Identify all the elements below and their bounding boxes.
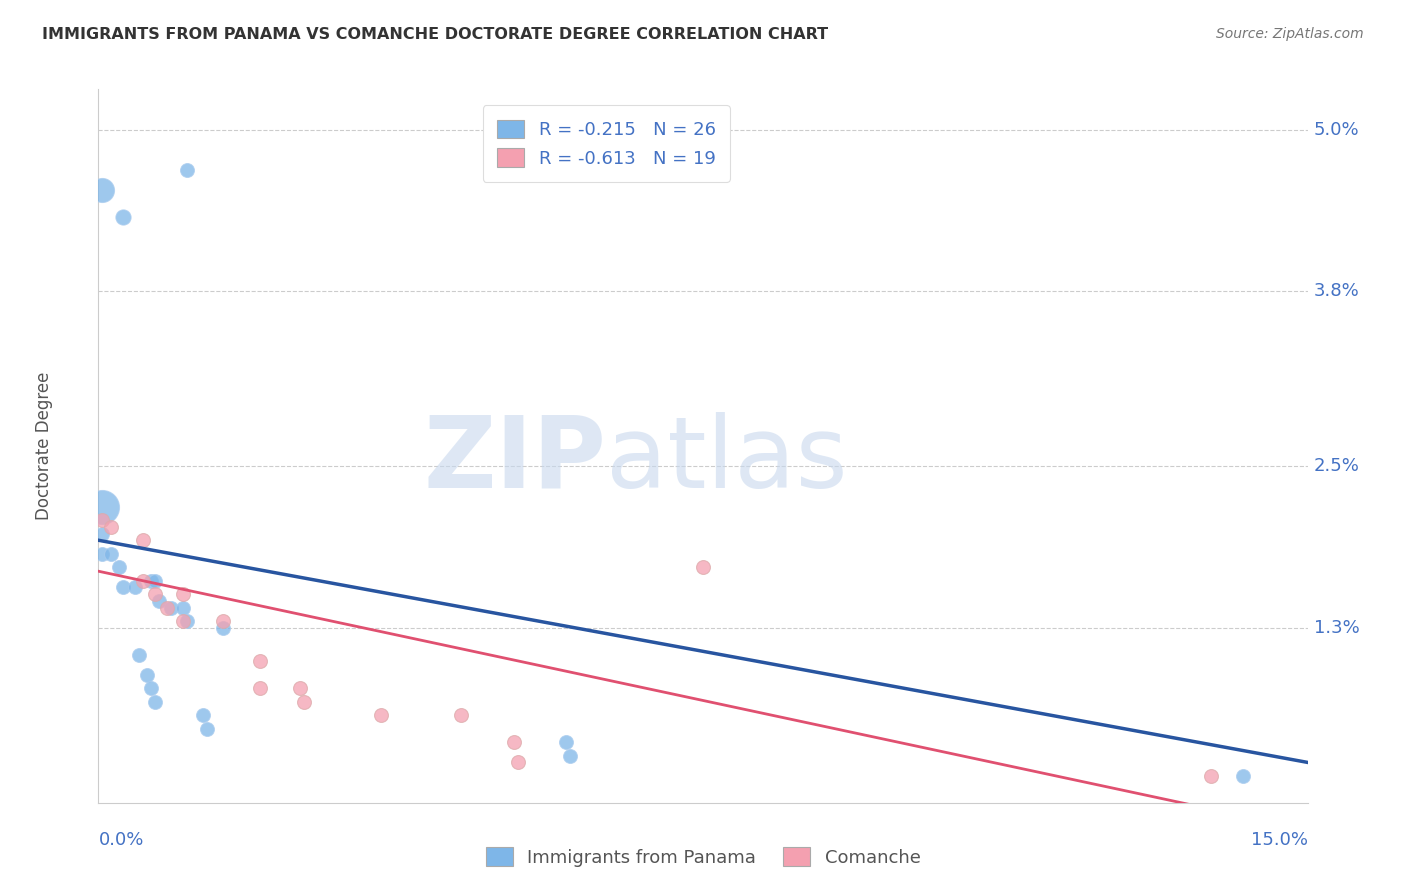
Point [156, 600, 179, 615]
Point [91, 526, 114, 541]
Legend: Immigrants from Panama, Comanche: Immigrants from Panama, Comanche [478, 840, 928, 874]
Point [111, 580, 134, 594]
Point [139, 681, 162, 696]
Point [148, 594, 170, 608]
Point [502, 735, 524, 749]
Point [91, 547, 114, 561]
Point [143, 574, 166, 588]
Point [370, 708, 392, 723]
Text: 5.0%: 5.0% [1313, 120, 1360, 138]
Point [100, 520, 122, 534]
Point [143, 587, 166, 601]
Point [176, 163, 198, 178]
Point [139, 574, 162, 588]
Point [292, 695, 315, 709]
Text: atlas: atlas [606, 412, 848, 508]
Text: IMMIGRANTS FROM PANAMA VS COMANCHE DOCTORATE DEGREE CORRELATION CHART: IMMIGRANTS FROM PANAMA VS COMANCHE DOCTO… [42, 27, 828, 42]
Point [1199, 769, 1222, 783]
Point [107, 560, 129, 574]
Point [135, 668, 157, 682]
Point [212, 621, 235, 635]
Point [91, 513, 114, 527]
Text: 2.5%: 2.5% [1313, 458, 1360, 475]
Point [692, 560, 714, 574]
Point [195, 722, 218, 736]
Point [172, 587, 194, 601]
Point [555, 735, 578, 749]
Point [132, 533, 155, 548]
Point [249, 655, 271, 669]
Text: 15.0%: 15.0% [1250, 831, 1308, 849]
Point [172, 614, 194, 628]
Point [176, 614, 198, 628]
Point [91, 183, 114, 197]
Text: 1.3%: 1.3% [1313, 619, 1360, 637]
Point [172, 600, 194, 615]
Point [506, 756, 529, 770]
Text: Doctorate Degree: Doctorate Degree [35, 372, 53, 520]
Point [558, 748, 581, 763]
Point [91, 500, 114, 514]
Point [143, 695, 166, 709]
Point [111, 210, 134, 224]
Point [132, 574, 155, 588]
Legend: R = -0.215   N = 26, R = -0.613   N = 19: R = -0.215 N = 26, R = -0.613 N = 19 [482, 105, 730, 182]
Point [128, 648, 150, 662]
Point [212, 614, 235, 628]
Point [124, 580, 146, 594]
Text: 0.0%: 0.0% [98, 831, 143, 849]
Point [100, 547, 122, 561]
Point [288, 681, 311, 696]
Text: ZIP: ZIP [423, 412, 606, 508]
Point [249, 681, 271, 696]
Point [193, 708, 215, 723]
Text: 3.8%: 3.8% [1313, 282, 1360, 301]
Point [1232, 769, 1254, 783]
Text: Source: ZipAtlas.com: Source: ZipAtlas.com [1216, 27, 1364, 41]
Point [450, 708, 472, 723]
Point [160, 600, 183, 615]
